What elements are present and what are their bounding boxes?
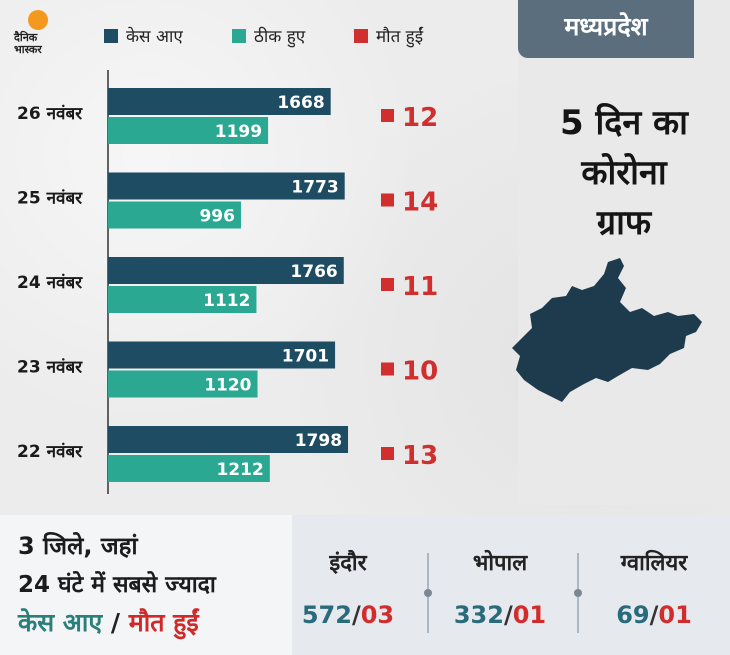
panel-title-line2: कोरोना: [581, 153, 667, 193]
city-stat: 572/03: [278, 601, 418, 629]
city-gwalior: ग्वालियर 69/01: [584, 547, 724, 629]
city-slash: /: [351, 601, 361, 629]
bar-cases: [108, 88, 331, 115]
data-label-deaths: 11: [402, 272, 438, 302]
death-marker: [381, 109, 394, 122]
category-label: 23 नवंबर: [17, 358, 83, 378]
city-slash: /: [503, 601, 513, 629]
bottom-caption: 3 जिले, जहां 24 घंटे में सबसे ज्यादा केस…: [0, 515, 292, 655]
legend-swatch-cases: [104, 29, 118, 43]
caption-cases: केस आए: [18, 608, 103, 637]
legend-label-cases: केस आए: [126, 27, 183, 47]
death-marker: [381, 362, 394, 376]
city-cases: 332: [453, 601, 504, 629]
category-label: 24 नवंबर: [17, 273, 83, 293]
city-deaths: 01: [512, 601, 547, 629]
logo: दैनिक भास्कर: [14, 10, 62, 58]
data-label-deaths: 14: [402, 188, 438, 218]
bar-recovered: [108, 370, 258, 398]
city-slash: /: [649, 601, 659, 629]
caption-line2: 24 घंटे में सबसे ज्यादा: [18, 572, 216, 598]
city-stat: 69/01: [584, 601, 724, 629]
bar-recovered: [108, 201, 241, 229]
data-label-deaths: 13: [402, 441, 438, 471]
data-label-recovered: 1212: [216, 460, 263, 480]
data-label-cases: 1773: [291, 178, 338, 198]
caption-line3: केस आए / मौत हुईं: [18, 605, 199, 639]
legend-item-cases: केस आए: [104, 25, 183, 49]
city-deaths: 03: [360, 601, 395, 629]
bar-cases: [108, 426, 349, 453]
category-label: 22 नवंबर: [17, 442, 83, 462]
legend-swatch-deaths: [354, 29, 368, 43]
legend-item-deaths: मौत हुईं: [354, 25, 423, 49]
city-cases: 69: [616, 601, 650, 629]
bar-cases: [108, 341, 336, 369]
bar-cases: [108, 172, 345, 200]
data-label-recovered: 1112: [203, 291, 250, 311]
bar-recovered: [108, 117, 269, 144]
city-stat: 332/01: [430, 601, 570, 629]
data-label-cases: 1701: [282, 347, 329, 367]
caption-deaths: मौत हुईं: [128, 608, 199, 637]
city-name: भोपाल: [472, 551, 528, 576]
bottom-section: 3 जिले, जहां 24 घंटे में सबसे ज्यादा केस…: [0, 515, 730, 655]
panel-title-line1: 5 दिन का: [560, 103, 688, 143]
state-label: मध्यप्रदेश: [518, 0, 694, 58]
data-label-recovered: 1120: [204, 376, 251, 396]
logo-text-line1: दैनिक: [14, 31, 38, 44]
data-label-deaths: 10: [402, 357, 438, 387]
city-deaths: 01: [658, 601, 692, 629]
category-label: 25 नवंबर: [17, 189, 83, 209]
data-label-cases: 1668: [277, 93, 324, 113]
city-cases: 572: [301, 601, 352, 629]
death-marker: [381, 278, 394, 291]
data-label-recovered: 1199: [215, 122, 262, 142]
bar-recovered: [108, 286, 257, 313]
side-panel: [518, 0, 730, 505]
data-label-cases: 1766: [290, 262, 337, 282]
data-label-deaths: 12: [402, 103, 438, 133]
madhya-pradesh-map-icon: [512, 258, 702, 402]
divider: [574, 553, 582, 633]
legend-swatch-recovered: [232, 29, 246, 43]
data-label-cases: 1798: [295, 431, 342, 451]
panel-title-line3: ग्राफ: [596, 203, 652, 243]
city-name: ग्वालियर: [620, 551, 688, 576]
caption-line1: 3 जिले, जहां: [18, 532, 138, 560]
death-marker: [381, 193, 394, 207]
bar-cases: [108, 257, 344, 284]
city-bhopal: भोपाल 332/01: [430, 547, 570, 629]
bar-chart: 26 नवंबर 1668 1199 12 25 नवंबर 1773 996 14 24 नव…: [17, 70, 438, 494]
divider: [424, 553, 432, 633]
panel-title: 5 दिन का कोरोना ग्राफ: [518, 98, 730, 248]
legend-item-recovered: ठीक हुए: [232, 25, 305, 49]
death-marker: [381, 447, 394, 460]
sun-icon: [28, 10, 48, 30]
legend-label-deaths: मौत हुईं: [376, 27, 424, 47]
city-name: इंदौर: [329, 551, 367, 576]
city-indore: इंदौर 572/03: [278, 547, 418, 629]
category-label: 26 नवंबर: [17, 104, 83, 124]
logo-text-line2: भास्कर: [14, 43, 42, 56]
data-label-recovered: 996: [199, 207, 235, 227]
bar-recovered: [108, 455, 270, 482]
legend-label-recovered: ठीक हुए: [254, 27, 306, 47]
caption-separator: /: [110, 608, 121, 637]
